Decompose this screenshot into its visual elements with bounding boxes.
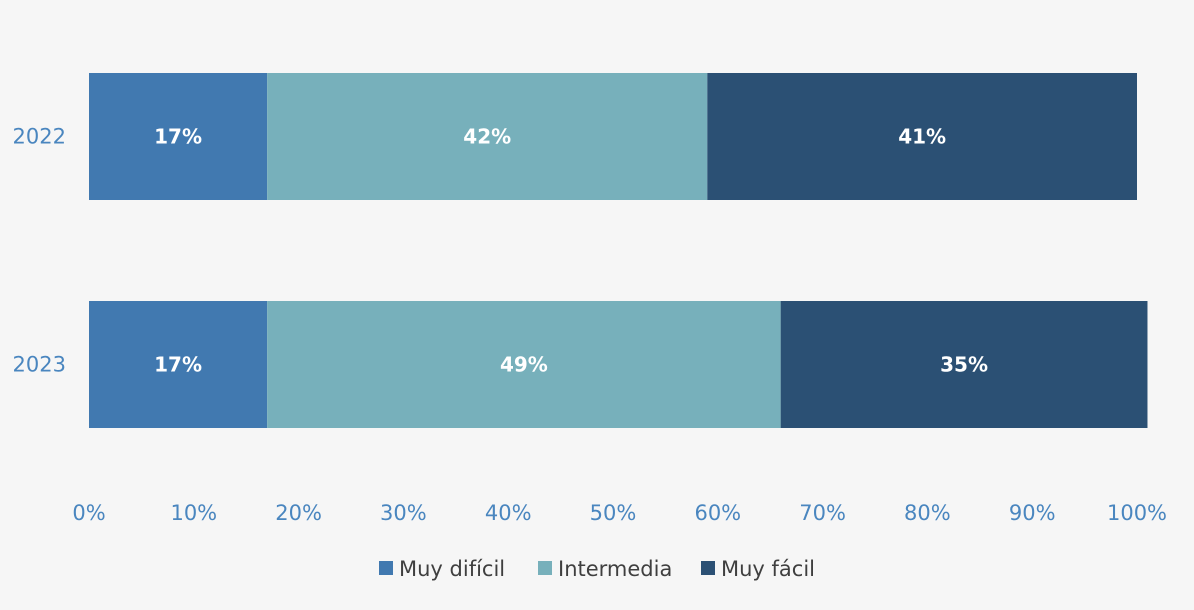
legend-item-muy-dificil: Muy difícil — [379, 557, 505, 581]
bar-segment-2023-muy-dificil — [89, 301, 268, 428]
bar-segment-2022-muy-dificil — [89, 73, 268, 200]
bar-segment-2023-muy-facil — [780, 301, 1148, 428]
data-label-2022-muy-facil: 41% — [898, 125, 946, 149]
x-tick-label: 80% — [904, 501, 951, 525]
x-tick-label: 60% — [694, 501, 741, 525]
value-axis: 0% 10% 20% 30% 40% 50% 60% 70% 80% 90% 100% — [72, 501, 1167, 525]
legend-label: Muy fácil — [721, 557, 815, 581]
legend-item-intermedia: Intermedia — [538, 557, 672, 581]
bar-segment-2023-intermedia — [267, 301, 781, 428]
x-tick-label: 70% — [799, 501, 846, 525]
x-tick-label: 50% — [590, 501, 637, 525]
x-tick-label: 90% — [1009, 501, 1056, 525]
data-label-2023-muy-dificil: 17% — [154, 353, 202, 377]
data-label-2023-muy-facil: 35% — [940, 353, 988, 377]
legend-label: Muy difícil — [399, 557, 505, 581]
x-tick-label: 30% — [380, 501, 427, 525]
category-label-2023: 2023 — [13, 353, 66, 377]
x-tick-label: 0% — [72, 501, 105, 525]
bar-segment-2022-muy-facil — [707, 73, 1137, 200]
legend-item-muy-facil: Muy fácil — [701, 557, 815, 581]
bars-layer: 17% 42% 41% 17% 49% 35% — [89, 73, 1148, 428]
data-label-2023-intermedia: 49% — [500, 353, 548, 377]
data-label-2022-intermedia: 42% — [463, 125, 511, 149]
category-axis: 2022 2023 — [13, 125, 66, 377]
x-tick-label: 20% — [275, 501, 322, 525]
category-label-2022: 2022 — [13, 125, 66, 149]
legend-swatch — [701, 561, 715, 575]
data-label-2022-muy-dificil: 17% — [154, 125, 202, 149]
x-tick-label: 10% — [170, 501, 217, 525]
legend-swatch — [538, 561, 552, 575]
legend: Muy difícil Intermedia Muy fácil — [379, 557, 815, 581]
bar-segment-2022-intermedia — [267, 73, 708, 200]
legend-label: Intermedia — [558, 557, 672, 581]
x-tick-label: 40% — [485, 501, 532, 525]
x-tick-label: 100% — [1107, 501, 1167, 525]
legend-swatch — [379, 561, 393, 575]
